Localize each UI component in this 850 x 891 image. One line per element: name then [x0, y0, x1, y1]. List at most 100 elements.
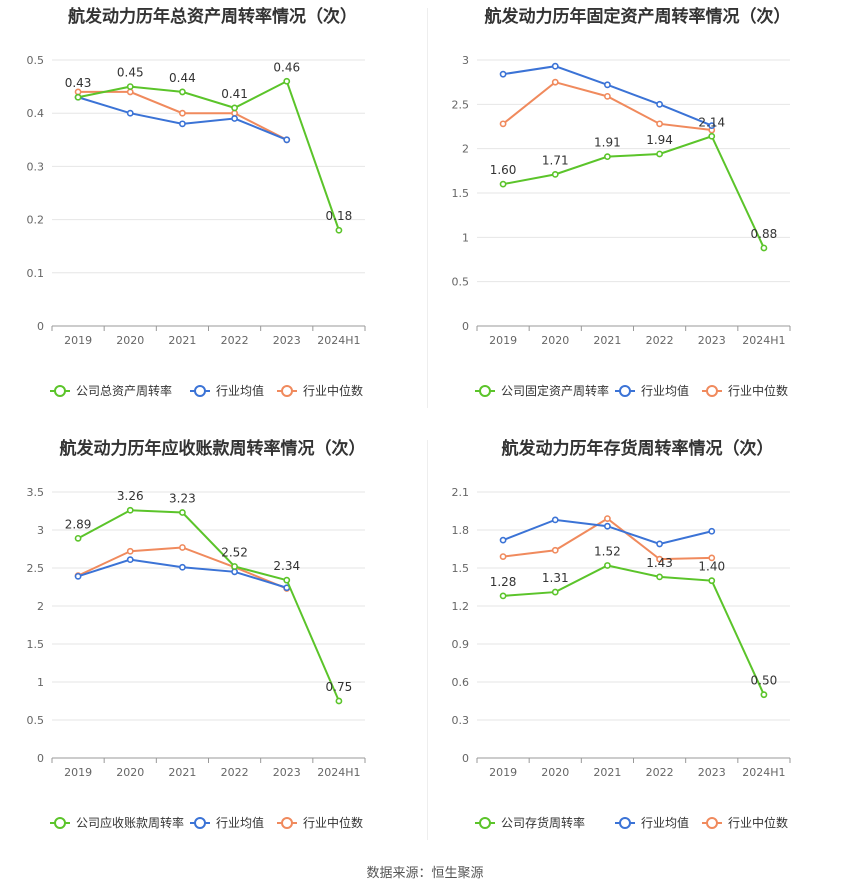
y-tick-label: 0.5 — [452, 276, 470, 289]
data-point-median — [499, 553, 507, 560]
legend-label: 行业均值 — [216, 815, 264, 830]
chart-title: 航发动力历年固定资产周转率情况（次） — [484, 7, 791, 27]
data-label: 0.41 — [221, 87, 248, 101]
x-tick-label: 2021 — [168, 766, 196, 779]
y-tick-label: 0.1 — [27, 267, 45, 280]
data-label: 0.45 — [117, 66, 144, 80]
legend-item: 公司存货周转率 — [475, 815, 585, 830]
chart-title: 航发动力历年存货周转率情况（次） — [501, 439, 774, 459]
x-tick-label: 2019 — [489, 334, 517, 347]
data-label: 1.31 — [542, 571, 569, 585]
data-label: 1.91 — [594, 136, 621, 150]
y-tick-label: 3 — [37, 524, 44, 537]
series-line-company — [502, 135, 765, 249]
legend-item: 行业均值 — [190, 383, 264, 398]
chart-svg: 0 0.1 0.2 0.3 0.4 0.5 2019 2020 2021 2022 2023 2024… — [27, 54, 366, 398]
data-point-company — [760, 691, 768, 699]
data-point-company — [283, 77, 291, 85]
legend-label: 公司应收账款周转率 — [76, 815, 184, 830]
y-tick-label: 0.5 — [27, 54, 45, 67]
data-label: 1.60 — [490, 163, 517, 177]
data-label: 1.94 — [646, 133, 673, 147]
legend-marker — [706, 385, 718, 397]
data-point-median — [656, 555, 663, 563]
chart-total-asset-turnover: 航发动力历年总资产周转率情况（次） 0 0.1 0.2 0.3 0.4 0.5 2019 20… — [0, 0, 425, 430]
x-tick-label: 2022 — [221, 334, 249, 347]
series-line-avg — [77, 96, 288, 141]
data-point-avg — [604, 522, 611, 530]
legend-marker — [706, 817, 718, 829]
data-point-avg — [74, 572, 82, 580]
y-tick-label: 1.8 — [452, 524, 470, 537]
y-tick-label: 0.6 — [452, 676, 470, 689]
data-label: 1.52 — [594, 544, 621, 558]
y-tick-label: 0 — [462, 320, 469, 333]
y-tick-label: 0.9 — [452, 638, 470, 651]
chart-svg: 0 0.5 1 1.5 2 2.5 3 2019 2020 2021 2022 2023 2024H1 1… — [452, 54, 791, 398]
legend-item: 行业均值 — [190, 815, 264, 830]
legend-item: 行业中位数 — [277, 383, 363, 398]
data-point-median — [179, 109, 186, 117]
legend-marker — [281, 385, 293, 397]
data-label: 1.43 — [646, 556, 673, 570]
x-tick-label: 2019 — [489, 766, 517, 779]
data-point-company — [708, 132, 716, 140]
data-label: 0.43 — [65, 76, 92, 90]
data-point-company — [551, 588, 559, 596]
data-point-avg — [179, 120, 186, 128]
data-point-company — [335, 226, 343, 234]
chart-fixed-asset-turnover: 航发动力历年固定资产周转率情况（次） 0 0.5 1 1.5 2 2.5 3 2019 2020… — [425, 0, 850, 430]
legend-item: 行业中位数 — [277, 815, 363, 830]
data-label: 3.26 — [117, 489, 144, 503]
y-tick-label: 1.5 — [452, 562, 470, 575]
data-label: 0.46 — [273, 60, 300, 74]
legend-marker — [194, 385, 206, 397]
x-tick-label: 2024H1 — [742, 766, 785, 779]
data-point-company — [179, 509, 186, 516]
x-tick-label: 2021 — [168, 334, 196, 347]
data-point-avg — [656, 100, 663, 108]
series-line-company — [77, 509, 340, 702]
x-tick-label: 2023 — [698, 766, 726, 779]
data-point-company — [126, 83, 134, 90]
x-tick-label: 2019 — [64, 334, 92, 347]
y-tick-label: 2.1 — [452, 486, 470, 499]
series-line-company — [503, 564, 765, 696]
x-tick-label: 2020 — [116, 766, 144, 779]
x-tick-label: 2022 — [646, 334, 674, 347]
data-point-company — [656, 573, 663, 581]
x-tick-label: 2021 — [593, 334, 621, 347]
data-point-company — [231, 563, 238, 570]
legend-label: 行业中位数 — [303, 383, 363, 398]
y-tick-label: 1.2 — [452, 600, 470, 613]
data-point-company — [760, 244, 768, 252]
data-point-avg — [604, 81, 611, 89]
data-point-avg — [708, 122, 716, 130]
data-point-company — [179, 88, 186, 96]
y-tick-label: 0.4 — [27, 107, 45, 120]
y-tick-label: 1 — [462, 231, 469, 244]
chart-inventory-turnover: 航发动力历年存货周转率情况（次） 0 0.3 0.6 0.9 1.2 1.5 1.8 2.1 2… — [425, 432, 850, 862]
legend-marker — [619, 385, 631, 397]
data-point-median — [126, 547, 134, 555]
legend-label: 行业均值 — [641, 383, 689, 398]
data-point-median — [604, 92, 611, 100]
data-point-company — [283, 576, 291, 584]
y-tick-label: 1 — [37, 676, 44, 689]
data-label: 2.14 — [698, 115, 725, 129]
legend-item: 公司总资产周转率 — [50, 383, 172, 398]
data-label: 2.89 — [65, 517, 92, 531]
data-point-avg — [551, 516, 559, 524]
x-tick-label: 2022 — [221, 766, 249, 779]
data-point-avg — [708, 527, 716, 535]
y-tick-label: 2.5 — [452, 98, 470, 111]
data-point-company — [604, 562, 611, 569]
y-tick-label: 0.5 — [27, 714, 45, 727]
data-point-company — [335, 697, 343, 705]
data-point-median — [551, 546, 559, 554]
data-point-company — [604, 153, 611, 161]
legend-item: 行业均值 — [615, 383, 689, 398]
data-point-company — [499, 180, 507, 188]
legend-label: 行业中位数 — [728, 383, 788, 398]
y-tick-label: 2 — [462, 143, 469, 156]
